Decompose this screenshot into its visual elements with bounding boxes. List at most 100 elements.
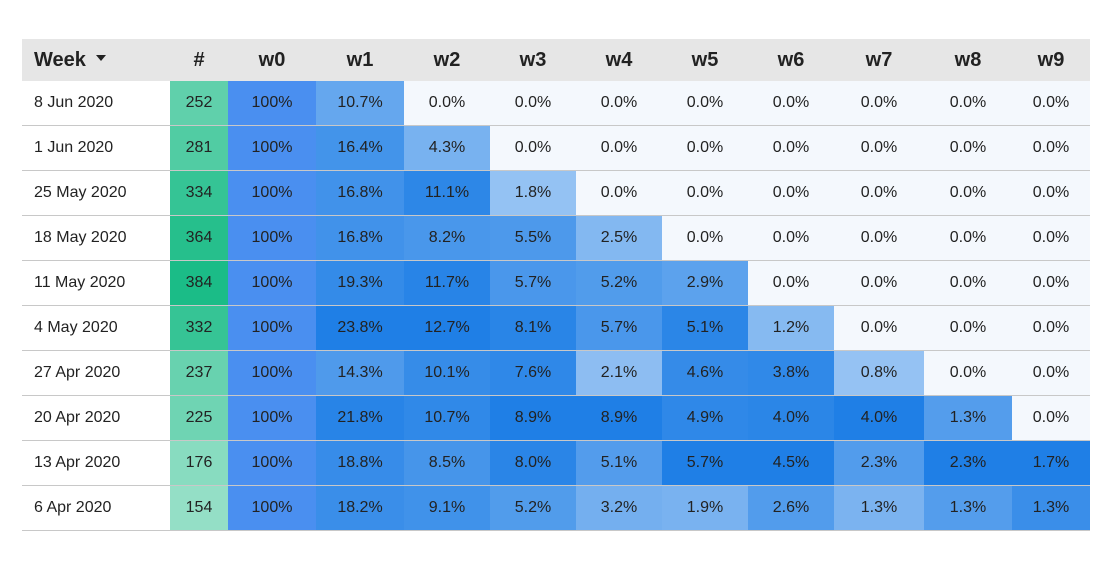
retention-cell: 0.0% (662, 170, 748, 216)
retention-cell: 0.0% (924, 260, 1012, 306)
week-cell: 1 Jun 2020 (22, 125, 170, 171)
retention-cell: 19.3% (316, 260, 404, 306)
retention-cell: 0.0% (1012, 395, 1090, 441)
retention-cell: 100% (228, 215, 316, 261)
w3-column-header: w3 (490, 39, 576, 81)
retention-cell: 5.7% (490, 260, 576, 306)
retention-cell: 100% (228, 485, 316, 531)
retention-cell: 0.8% (834, 350, 924, 396)
retention-cell: 8.2% (404, 215, 490, 261)
retention-cell: 2.1% (576, 350, 662, 396)
table-body: 8 Jun 2020 252 100% 10.7% 0.0% 0.0% 0.0% 0.0% 0.… (22, 81, 1090, 531)
retention-cell: 21.8% (316, 395, 404, 441)
count-cell: 176 (170, 440, 228, 486)
retention-cell: 4.3% (404, 125, 490, 171)
count-cell: 154 (170, 485, 228, 531)
retention-cell: 0.0% (576, 170, 662, 216)
retention-cell: 0.0% (748, 125, 834, 171)
retention-cell: 1.7% (1012, 440, 1090, 486)
retention-cell: 5.7% (576, 305, 662, 351)
table-row: 13 Apr 2020 176 100% 18.8% 8.5% 8.0% 5.1% 5.7% 4… (22, 440, 1090, 486)
week-column-header[interactable]: Week (22, 39, 170, 81)
table-row: 11 May 2020 384 100% 19.3% 11.7% 5.7% 5.2% 2.9%… (22, 260, 1090, 306)
retention-cell: 0.0% (662, 215, 748, 261)
retention-cell: 2.3% (834, 440, 924, 486)
retention-cell: 0.0% (662, 81, 748, 126)
retention-cell: 0.0% (748, 260, 834, 306)
table-row: 25 May 2020 334 100% 16.8% 11.1% 1.8% 0.0% 0.0%… (22, 170, 1090, 216)
retention-cell: 1.2% (748, 305, 834, 351)
retention-cell: 0.0% (1012, 215, 1090, 261)
table-header: Week # w0 w1 w2 w3 w4 w5 w6 w7 w8 w9 (22, 39, 1090, 81)
retention-cell: 16.4% (316, 125, 404, 171)
retention-cell: 5.1% (576, 440, 662, 486)
cohort-table: Week # w0 w1 w2 w3 w4 w5 w6 w7 w8 w9 8 J… (22, 39, 1090, 531)
retention-cell: 100% (228, 260, 316, 306)
retention-cell: 0.0% (1012, 81, 1090, 126)
w2-column-header: w2 (404, 39, 490, 81)
retention-cell: 2.6% (748, 485, 834, 531)
retention-cell: 23.8% (316, 305, 404, 351)
retention-cell: 16.8% (316, 215, 404, 261)
w0-column-header: w0 (228, 39, 316, 81)
retention-cell: 0.0% (924, 215, 1012, 261)
week-cell: 18 May 2020 (22, 215, 170, 261)
retention-cell: 0.0% (404, 81, 490, 126)
count-cell: 364 (170, 215, 228, 261)
retention-cell: 7.6% (490, 350, 576, 396)
week-cell: 6 Apr 2020 (22, 485, 170, 531)
retention-cell: 14.3% (316, 350, 404, 396)
week-cell: 8 Jun 2020 (22, 81, 170, 126)
retention-cell: 0.0% (834, 305, 924, 351)
retention-cell: 0.0% (1012, 260, 1090, 306)
retention-cell: 0.0% (834, 260, 924, 306)
retention-cell: 4.9% (662, 395, 748, 441)
retention-cell: 12.7% (404, 305, 490, 351)
retention-cell: 0.0% (490, 81, 576, 126)
sort-caret-icon[interactable] (95, 55, 106, 62)
table-row: 4 May 2020 332 100% 23.8% 12.7% 8.1% 5.7% 5.1% 1… (22, 305, 1090, 351)
retention-cell: 0.0% (662, 125, 748, 171)
week-cell: 20 Apr 2020 (22, 395, 170, 441)
retention-cell: 0.0% (490, 125, 576, 171)
retention-cell: 100% (228, 125, 316, 171)
w6-column-header: w6 (748, 39, 834, 81)
count-cell: 237 (170, 350, 228, 396)
retention-cell: 100% (228, 440, 316, 486)
table-row: 6 Apr 2020 154 100% 18.2% 9.1% 5.2% 3.2% 1.9% 2.… (22, 485, 1090, 531)
retention-cell: 18.2% (316, 485, 404, 531)
retention-cell: 3.8% (748, 350, 834, 396)
week-cell: 27 Apr 2020 (22, 350, 170, 396)
w7-column-header: w7 (834, 39, 924, 81)
retention-cell: 1.3% (924, 395, 1012, 441)
retention-cell: 8.5% (404, 440, 490, 486)
retention-cell: 5.2% (576, 260, 662, 306)
retention-cell: 5.5% (490, 215, 576, 261)
retention-cell: 1.8% (490, 170, 576, 216)
retention-cell: 2.9% (662, 260, 748, 306)
retention-cell: 5.2% (490, 485, 576, 531)
retention-cell: 0.0% (924, 350, 1012, 396)
retention-cell: 0.0% (924, 305, 1012, 351)
table-row: 8 Jun 2020 252 100% 10.7% 0.0% 0.0% 0.0% 0.0% 0.… (22, 81, 1090, 126)
retention-cell: 0.0% (1012, 170, 1090, 216)
retention-cell: 8.1% (490, 305, 576, 351)
table-row: 27 Apr 2020 237 100% 14.3% 10.1% 7.6% 2.1% 4.6%… (22, 350, 1090, 396)
count-cell: 334 (170, 170, 228, 216)
retention-cell: 4.0% (834, 395, 924, 441)
retention-cell: 2.5% (576, 215, 662, 261)
retention-cell: 100% (228, 81, 316, 126)
retention-cell: 4.6% (662, 350, 748, 396)
w1-column-header: w1 (316, 39, 404, 81)
retention-cell: 0.0% (748, 170, 834, 216)
retention-cell: 10.7% (316, 81, 404, 126)
retention-cell: 5.7% (662, 440, 748, 486)
retention-cell: 1.3% (924, 485, 1012, 531)
table-row: 20 Apr 2020 225 100% 21.8% 10.7% 8.9% 8.9% 4.9%… (22, 395, 1090, 441)
count-cell: 384 (170, 260, 228, 306)
table-row: 18 May 2020 364 100% 16.8% 8.2% 5.5% 2.5% 0.0% 0… (22, 215, 1090, 261)
table-row: 1 Jun 2020 281 100% 16.4% 4.3% 0.0% 0.0% 0.0% 0.… (22, 125, 1090, 171)
count-column-header: # (170, 39, 228, 81)
retention-cell: 5.1% (662, 305, 748, 351)
retention-cell: 9.1% (404, 485, 490, 531)
